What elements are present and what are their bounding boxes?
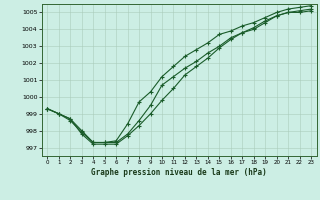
X-axis label: Graphe pression niveau de la mer (hPa): Graphe pression niveau de la mer (hPa) [91, 168, 267, 177]
